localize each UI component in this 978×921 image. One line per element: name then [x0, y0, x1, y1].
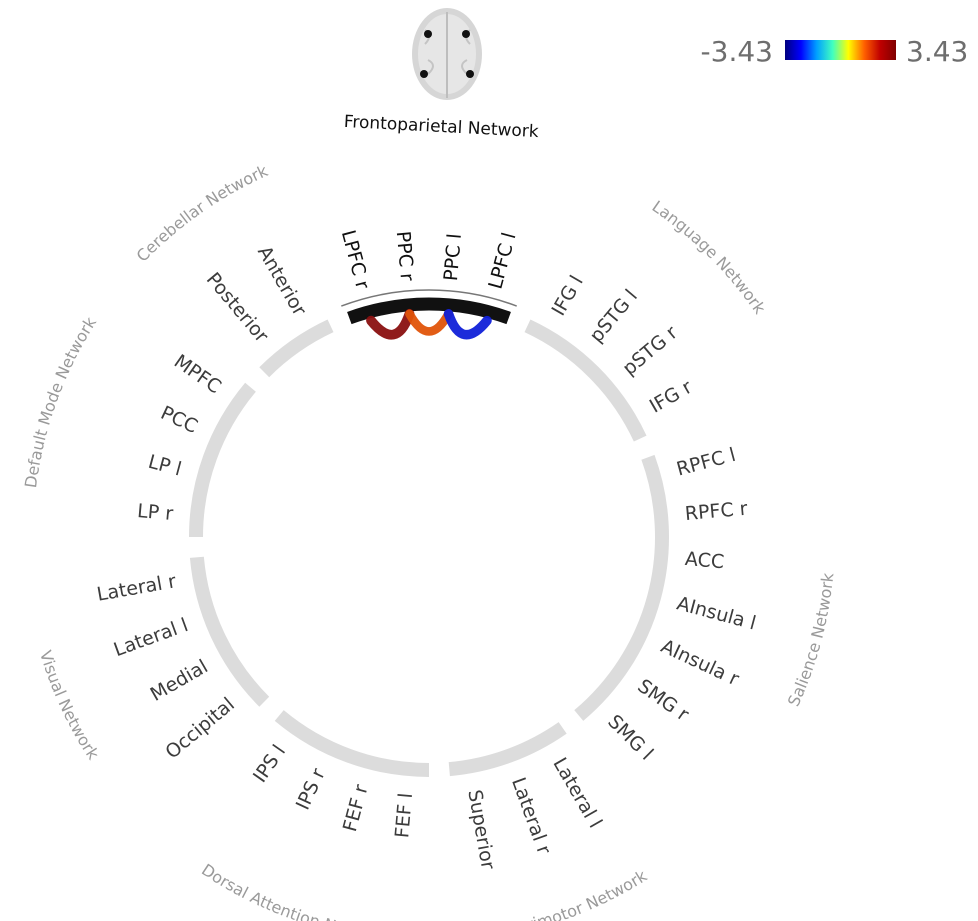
network-label-salience-network: Salience Network [784, 571, 838, 709]
roi-label: LPFC l [484, 230, 520, 291]
roi-label: ACC [684, 548, 725, 573]
diagram-title: Frontoparietal Network [343, 112, 539, 142]
colorbar [785, 40, 896, 60]
roi-label: LP l [146, 451, 184, 481]
network-segment-salience-network [574, 454, 669, 721]
roi-label: RPFC l [674, 444, 738, 481]
roi-label: Lateral l [548, 754, 606, 832]
roi-label: Posterior [202, 268, 273, 347]
roi-label: LPFC r [337, 228, 374, 292]
roi-label: AInsula l [675, 592, 759, 634]
network-label-cerebellar-network: Cerebellar Network [133, 161, 272, 266]
brain-icon [412, 8, 482, 100]
roi-label: Lateral l [111, 614, 191, 661]
roi-label: IPS l [249, 741, 290, 787]
roi-label: IFG r [646, 376, 696, 418]
roi-label: LP r [136, 500, 174, 525]
network-segment-cerebellar-network [259, 319, 334, 378]
node-dot [424, 30, 432, 38]
roi-label: Lateral r [95, 570, 178, 606]
network-label-default-mode-network: Default Mode Network [21, 313, 100, 489]
network-segment-visual-network [189, 556, 270, 707]
network-label-sensorimotor-network: Sensorimotor Network [479, 866, 651, 921]
roi-label: RPFC r [684, 498, 749, 525]
network-segment-sensorimotor-network [448, 722, 567, 777]
network-segment-dorsal-attention-network [274, 710, 430, 777]
network-segment-frontoparietal-network [347, 297, 511, 325]
network-segment-language-network [524, 319, 647, 442]
roi-label: Superior [463, 788, 499, 871]
roi-label: PPC r [392, 230, 418, 282]
connection-edge [405, 309, 453, 336]
roi-label: AInsula r [657, 635, 742, 690]
connection-edge [366, 308, 415, 340]
connection-edge [443, 309, 492, 340]
network-label-visual-network: Visual Network [36, 648, 103, 763]
roi-label: Lateral r [507, 775, 555, 858]
network-segment-default-mode-network [189, 382, 256, 538]
network-label-dorsal-attention-network: Dorsal Attention Network [198, 860, 391, 921]
roi-label: Occipital [161, 693, 239, 763]
colorbar-max-label: 3.43 [906, 35, 968, 68]
roi-label: FEF r [339, 782, 373, 834]
network-label-language-network: Language Network [649, 197, 770, 318]
node-dot [420, 70, 428, 78]
roi-label: IFG l [548, 272, 588, 320]
roi-label: IPS r [292, 765, 330, 813]
roi-label: pSTG l [585, 285, 642, 346]
node-dot [462, 30, 470, 38]
roi-label: PCC [157, 402, 201, 438]
roi-label: PPC l [440, 233, 466, 282]
roi-label: Medial [147, 656, 212, 706]
roi-label: pSTG r [618, 322, 682, 380]
roi-label: MPFC [170, 350, 225, 398]
highlight-bracket [341, 289, 517, 307]
roi-label: SMG r [633, 675, 692, 726]
roi-label: FEF l [391, 792, 417, 839]
node-dot [466, 70, 474, 78]
roi-label: Anterior [253, 242, 310, 320]
roi-label: SMG l [603, 711, 657, 765]
colorbar-min-label: -3.43 [701, 35, 773, 68]
